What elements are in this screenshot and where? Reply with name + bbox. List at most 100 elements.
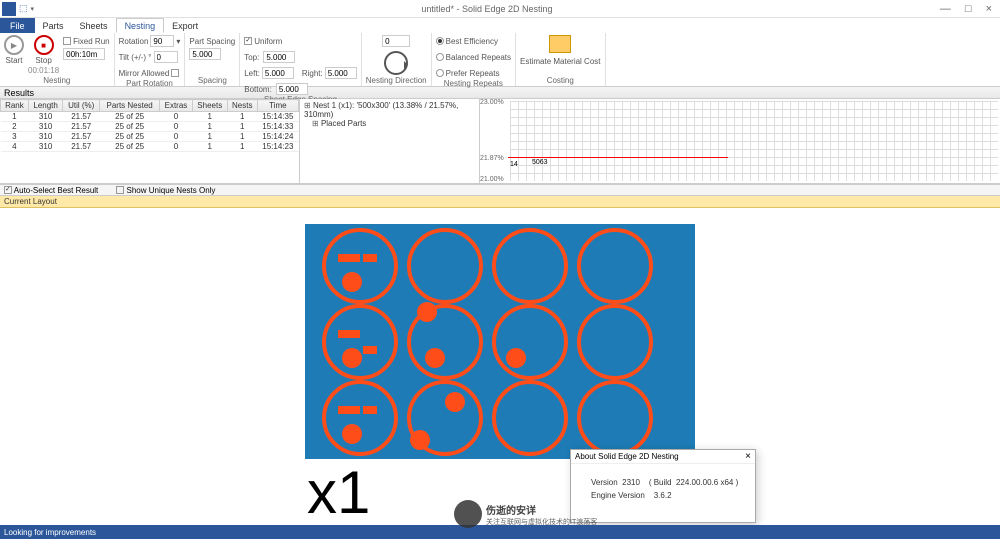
tree-placed[interactable]: Placed Parts [312, 119, 475, 128]
chart-y1: 21.87% [480, 155, 504, 162]
tab-parts[interactable]: Parts [35, 18, 72, 33]
best-eff-radio[interactable] [436, 37, 444, 45]
unique-label: Show Unique Nests Only [127, 186, 216, 195]
balanced-radio[interactable] [436, 53, 444, 61]
build-value: 224.00.00.6 x64 ) [676, 478, 738, 487]
fixed-run-check[interactable] [63, 37, 71, 45]
minimize-button[interactable]: — [940, 3, 951, 15]
group-spacing: Part Spacing Spacing [185, 33, 240, 86]
maximize-button[interactable]: □ [965, 3, 972, 15]
current-layout-header: Current Layout [0, 196, 1000, 208]
direction-input[interactable] [382, 35, 410, 47]
results-table: RankLengthUtil (%)Parts NestedExtrasShee… [0, 99, 300, 183]
mid-panels: RankLengthUtil (%)Parts NestedExtrasShee… [0, 99, 1000, 184]
tree-panel: Nest 1 (x1): '500x300' (13.38% / 21.57%,… [300, 99, 480, 183]
prefer-radio[interactable] [436, 69, 444, 77]
group-direction: Nesting Direction [362, 33, 432, 86]
rotation-input[interactable] [150, 35, 174, 47]
eng-value: 3.6.2 [654, 491, 672, 500]
group-repeats-label: Nesting Repeats [436, 79, 511, 89]
bottom-label: Bottom: [244, 85, 272, 94]
tilt-label: Tilt (+/-) ° [119, 53, 152, 62]
chart-y2: 21.00% [480, 176, 504, 183]
quick-access-toolbar: ⬚ ▾ [0, 2, 34, 16]
right-label: Right: [302, 69, 323, 78]
dialog-title: About Solid Edge 2D Nesting [575, 452, 679, 461]
results-options: Auto-Select Best Result Show Unique Nest… [0, 184, 1000, 196]
tree-nest[interactable]: Nest 1 (x1): '500x300' (13.38% / 21.57%,… [304, 101, 475, 119]
table-row[interactable]: 431021.5725 of 2501115:14:23 [1, 142, 299, 152]
watermark-sub: 关注互联网与虚拟化技术的IT浪荡客 [486, 517, 597, 527]
group-direction-label: Nesting Direction [366, 76, 427, 86]
stop-label: Stop [35, 56, 51, 65]
col-header[interactable]: Parts Nested [100, 100, 160, 112]
ribbon-tabs: File Parts Sheets Nesting Export [0, 18, 1000, 33]
fixed-run-label: Fixed Run [73, 37, 109, 46]
balanced-label: Balanced Repeats [446, 53, 511, 62]
chart-xval: 5063 [532, 159, 548, 166]
eng-label: Engine Version [591, 491, 645, 500]
window-title: untitled* - Solid Edge 2D Nesting [34, 4, 940, 14]
part-spacing-label: Part Spacing [189, 37, 235, 46]
watermark: 伤逝的安详 关注互联网与虚拟化技术的IT浪荡客 [454, 500, 597, 528]
rotation-label: Rotation [119, 37, 149, 46]
uniform-check[interactable] [244, 37, 252, 45]
start-button[interactable]: ▶ Start [4, 35, 24, 65]
titlebar: ⬚ ▾ untitled* - Solid Edge 2D Nesting — … [0, 0, 1000, 18]
about-dialog: About Solid Edge 2D Nesting × Version 23… [570, 449, 756, 523]
part-spacing-input[interactable] [189, 48, 221, 60]
status-text: Looking for improvements [4, 528, 96, 537]
col-header[interactable]: Length [28, 100, 63, 112]
chart-line [508, 157, 728, 158]
left-label: Left: [244, 69, 260, 78]
group-rotation: Rotation ▾ Tilt (+/-) ° Mirror Allowed Pa… [115, 33, 186, 86]
fixed-run-input[interactable] [63, 48, 105, 60]
tab-sheets[interactable]: Sheets [72, 18, 116, 33]
mirror-check[interactable] [171, 69, 179, 77]
multiplier-label: x1 [307, 458, 370, 527]
unique-check[interactable] [116, 186, 124, 194]
tab-nesting[interactable]: Nesting [116, 18, 165, 33]
app-icon [2, 2, 16, 16]
right-input[interactable] [325, 67, 357, 79]
canvas: x1 伤逝的安详 关注互联网与虚拟化技术的IT浪荡客 About Solid E… [0, 208, 1000, 523]
tab-file[interactable]: File [0, 18, 35, 33]
group-rotation-label: Part Rotation [119, 79, 181, 89]
col-header[interactable]: Nests [227, 100, 257, 112]
auto-select-check[interactable] [4, 186, 12, 194]
chart-y0: 23.00% [480, 99, 504, 106]
col-header[interactable]: Extras [160, 100, 192, 112]
table-row[interactable]: 331021.5725 of 2501115:14:24 [1, 132, 299, 142]
nesting-sheet [305, 224, 695, 459]
direction-dial[interactable] [384, 51, 408, 75]
best-eff-label: Best Efficiency [446, 37, 498, 46]
left-input[interactable] [262, 67, 294, 79]
group-sheet-spacing: Uniform Top: Left: Right: Bottom: Sheet … [240, 33, 361, 86]
watermark-icon [454, 500, 482, 528]
tab-export[interactable]: Export [164, 18, 206, 33]
tilt-input[interactable] [154, 51, 178, 63]
table-row[interactable]: 131021.5725 of 2501115:14:35 [1, 112, 299, 122]
mirror-label: Mirror Allowed [119, 69, 170, 78]
stop-button[interactable]: ■ Stop 00:01:18 [28, 35, 59, 75]
dialog-close-button[interactable]: × [745, 451, 751, 462]
col-header[interactable]: Rank [1, 100, 29, 112]
bottom-input[interactable] [276, 83, 308, 95]
col-header[interactable]: Time [257, 100, 298, 112]
col-header[interactable]: Sheets [192, 100, 227, 112]
prefer-label: Prefer Repeats [446, 69, 500, 78]
group-cost-label: Costing [520, 76, 600, 86]
table-row[interactable]: 231021.5725 of 2501115:14:33 [1, 122, 299, 132]
col-header[interactable]: Util (%) [63, 100, 100, 112]
group-nesting-label: Nesting [4, 76, 110, 86]
cost-label1: Estimate Material Cost [520, 57, 600, 66]
qat-save-icon[interactable]: ⬚ [19, 3, 28, 14]
close-button[interactable]: × [986, 3, 992, 15]
nesting-svg [305, 224, 695, 459]
group-repeats: Best Efficiency Balanced Repeats Prefer … [432, 33, 516, 86]
group-spacing-label: Spacing [189, 76, 235, 86]
rotation-dropdown-icon[interactable]: ▾ [176, 37, 180, 46]
chart-tick: 14 [510, 161, 518, 168]
top-input[interactable] [263, 51, 295, 63]
cost-icon[interactable] [549, 35, 571, 53]
